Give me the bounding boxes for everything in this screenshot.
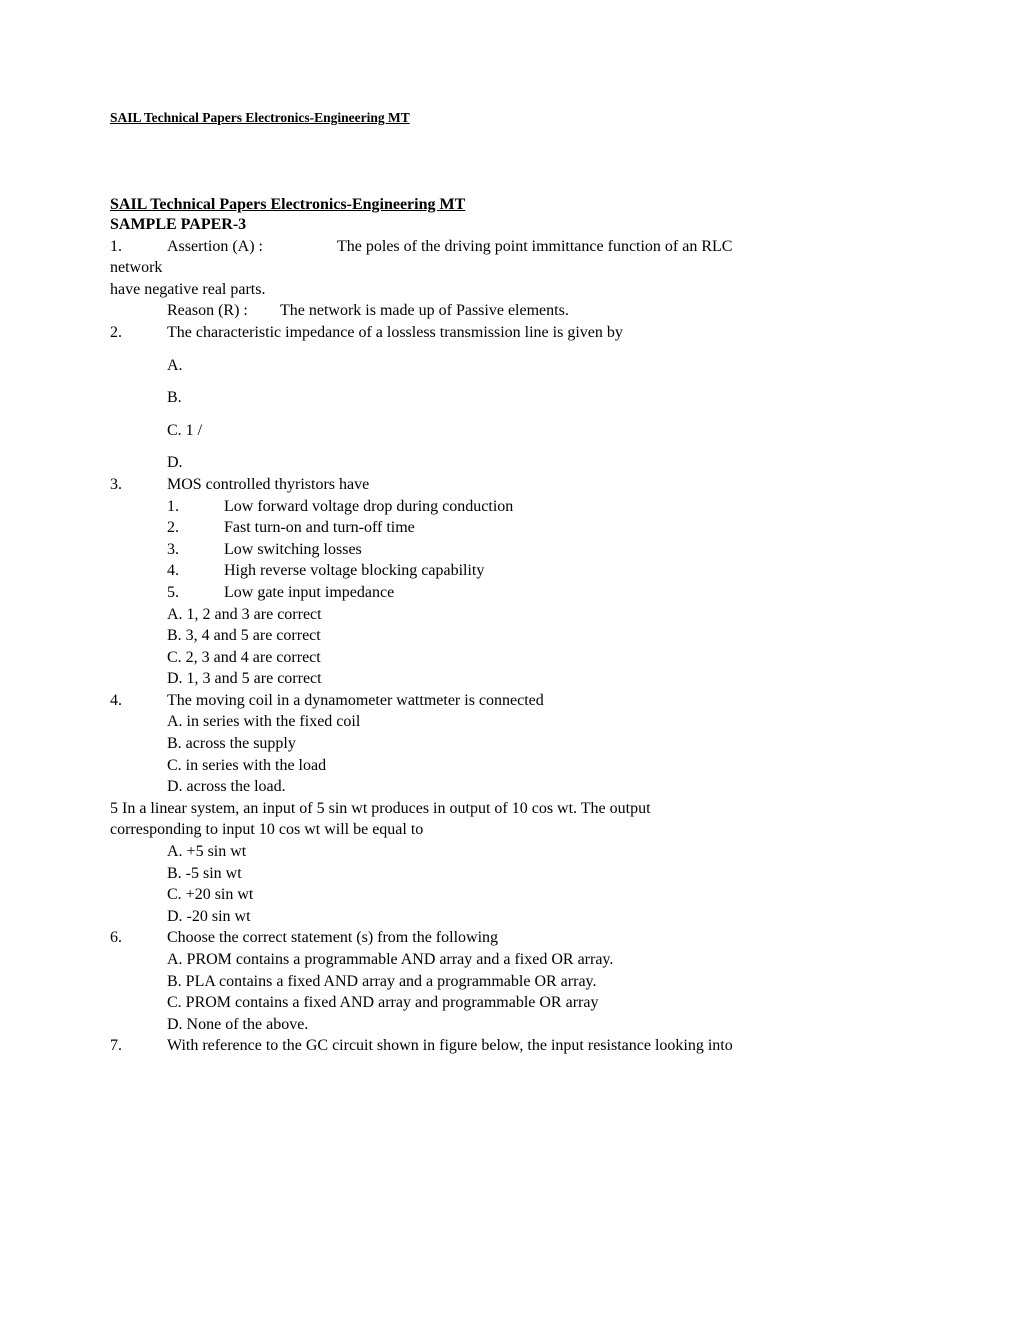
q4-number: 4. [110, 690, 167, 712]
q3-s3n: 3. [167, 539, 224, 561]
q5-optC: C. +20 sin wt [110, 884, 920, 906]
document-page: SAIL Technical Papers Electronics-Engine… [0, 0, 1020, 1057]
q3-sub1: 1. Low forward voltage drop during condu… [110, 496, 920, 518]
q3-number: 3. [110, 474, 167, 496]
q3-sub2: 2. Fast turn-on and turn-off time [110, 517, 920, 539]
q1-line2: network [110, 257, 920, 279]
q4-optD: D. across the load. [110, 776, 920, 798]
q3-line: 3. MOS controlled thyristors have [110, 474, 920, 496]
q2-optA: A. [110, 355, 920, 377]
q3-text: MOS controlled thyristors have [167, 474, 369, 496]
q4-optB: B. across the supply [110, 733, 920, 755]
q6-optA: A. PROM contains a programmable AND arra… [110, 949, 920, 971]
q5-line1: 5 In a linear system, an input of 5 sin … [110, 798, 920, 820]
q1-line3: have negative real parts. [110, 279, 920, 301]
q5-optD: D. -20 sin wt [110, 906, 920, 928]
header-title: SAIL Technical Papers Electronics-Engine… [110, 110, 920, 126]
q3-s1n: 1. [167, 496, 224, 518]
q1-reason-line: Reason (R) : The network is made up of P… [110, 300, 920, 322]
q1-reason-label: Reason (R) : [167, 300, 280, 322]
q3-s2n: 2. [167, 517, 224, 539]
q7-line: 7. With reference to the GC circuit show… [110, 1035, 920, 1057]
q6-optD: D. None of the above. [110, 1014, 920, 1036]
q6-optB: B. PLA contains a fixed AND array and a … [110, 971, 920, 993]
q1-reason-text: The network is made up of Passive elemen… [280, 300, 569, 322]
q1-number: 1. [110, 236, 167, 258]
q1-assertion-line: 1. Assertion (A) : The poles of the driv… [110, 236, 920, 258]
q2-line: 2. The characteristic impedance of a los… [110, 322, 920, 344]
q7-text: With reference to the GC circuit shown i… [167, 1035, 733, 1057]
q3-optC: C. 2, 3 and 4 are correct [110, 647, 920, 669]
q3-s5t: Low gate input impedance [224, 582, 394, 604]
q3-sub3: 3. Low switching losses [110, 539, 920, 561]
q6-text: Choose the correct statement (s) from th… [167, 927, 498, 949]
q6-number: 6. [110, 927, 167, 949]
q3-optA: A. 1, 2 and 3 are correct [110, 604, 920, 626]
q1-assertion-label: Assertion (A) : [167, 236, 337, 258]
q3-s3t: Low switching losses [224, 539, 362, 561]
sample-paper-subtitle: SAMPLE PAPER-3 [110, 214, 920, 236]
q2-text: The characteristic impedance of a lossle… [167, 322, 623, 344]
q2-optD: D. [110, 452, 920, 474]
q1-assertion-text: The poles of the driving point immittanc… [337, 236, 732, 258]
q5-optB: B. -5 sin wt [110, 863, 920, 885]
q3-optD: D. 1, 3 and 5 are correct [110, 668, 920, 690]
q6-optC: C. PROM contains a fixed AND array and p… [110, 992, 920, 1014]
q4-optC: C. in series with the load [110, 755, 920, 777]
q4-text: The moving coil in a dynamometer wattmet… [167, 690, 544, 712]
main-title: SAIL Technical Papers Electronics-Engine… [110, 196, 920, 214]
q2-number: 2. [110, 322, 167, 344]
q2-optC: C. 1 / [110, 420, 920, 442]
q4-line: 4. The moving coil in a dynamometer watt… [110, 690, 920, 712]
q7-number: 7. [110, 1035, 167, 1057]
q3-s4n: 4. [167, 560, 224, 582]
q3-s1t: Low forward voltage drop during conducti… [224, 496, 513, 518]
q2-optB: B. [110, 387, 920, 409]
q3-optB: B. 3, 4 and 5 are correct [110, 625, 920, 647]
q3-s5n: 5. [167, 582, 224, 604]
q3-s4t: High reverse voltage blocking capability [224, 560, 484, 582]
q5-line2: corresponding to input 10 cos wt will be… [110, 819, 920, 841]
q5-optA: A. +5 sin wt [110, 841, 920, 863]
q4-optA: A. in series with the fixed coil [110, 711, 920, 733]
q6-line: 6. Choose the correct statement (s) from… [110, 927, 920, 949]
q3-sub4: 4. High reverse voltage blocking capabil… [110, 560, 920, 582]
q3-sub5: 5. Low gate input impedance [110, 582, 920, 604]
q3-s2t: Fast turn-on and turn-off time [224, 517, 415, 539]
